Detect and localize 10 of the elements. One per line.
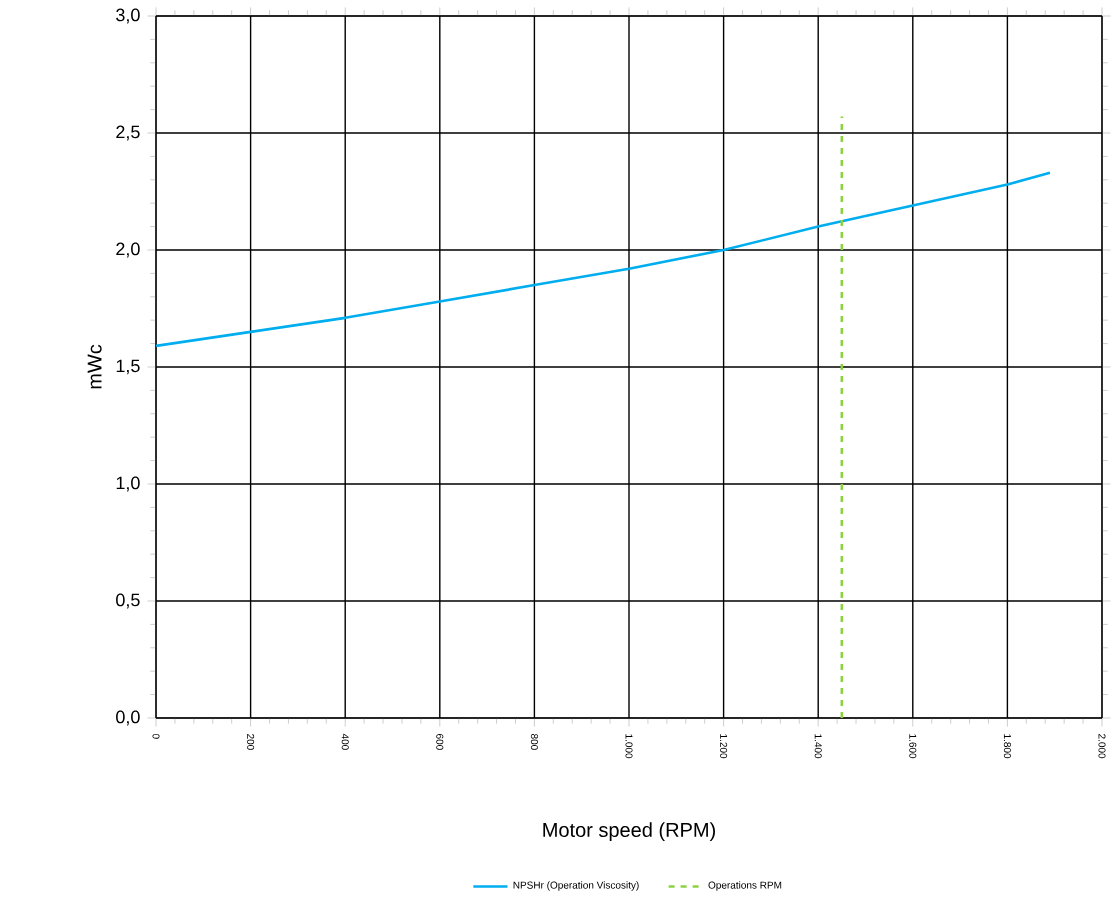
line-series xyxy=(156,171,1052,348)
y-tick-label: 0,0 xyxy=(116,710,140,726)
y-tick-label: 1,5 xyxy=(116,359,140,375)
y-axis-title: mWc xyxy=(87,344,102,389)
y-tick-label: 3,0 xyxy=(116,8,140,24)
y-tick-label: 1,0 xyxy=(116,476,140,492)
y-tick-label: 0,5 xyxy=(116,593,140,609)
x-axis-title: Motor speed (RPM) xyxy=(543,822,715,841)
y-tick-label: 2,0 xyxy=(116,242,140,258)
y-tick-label: 2,5 xyxy=(116,125,140,141)
